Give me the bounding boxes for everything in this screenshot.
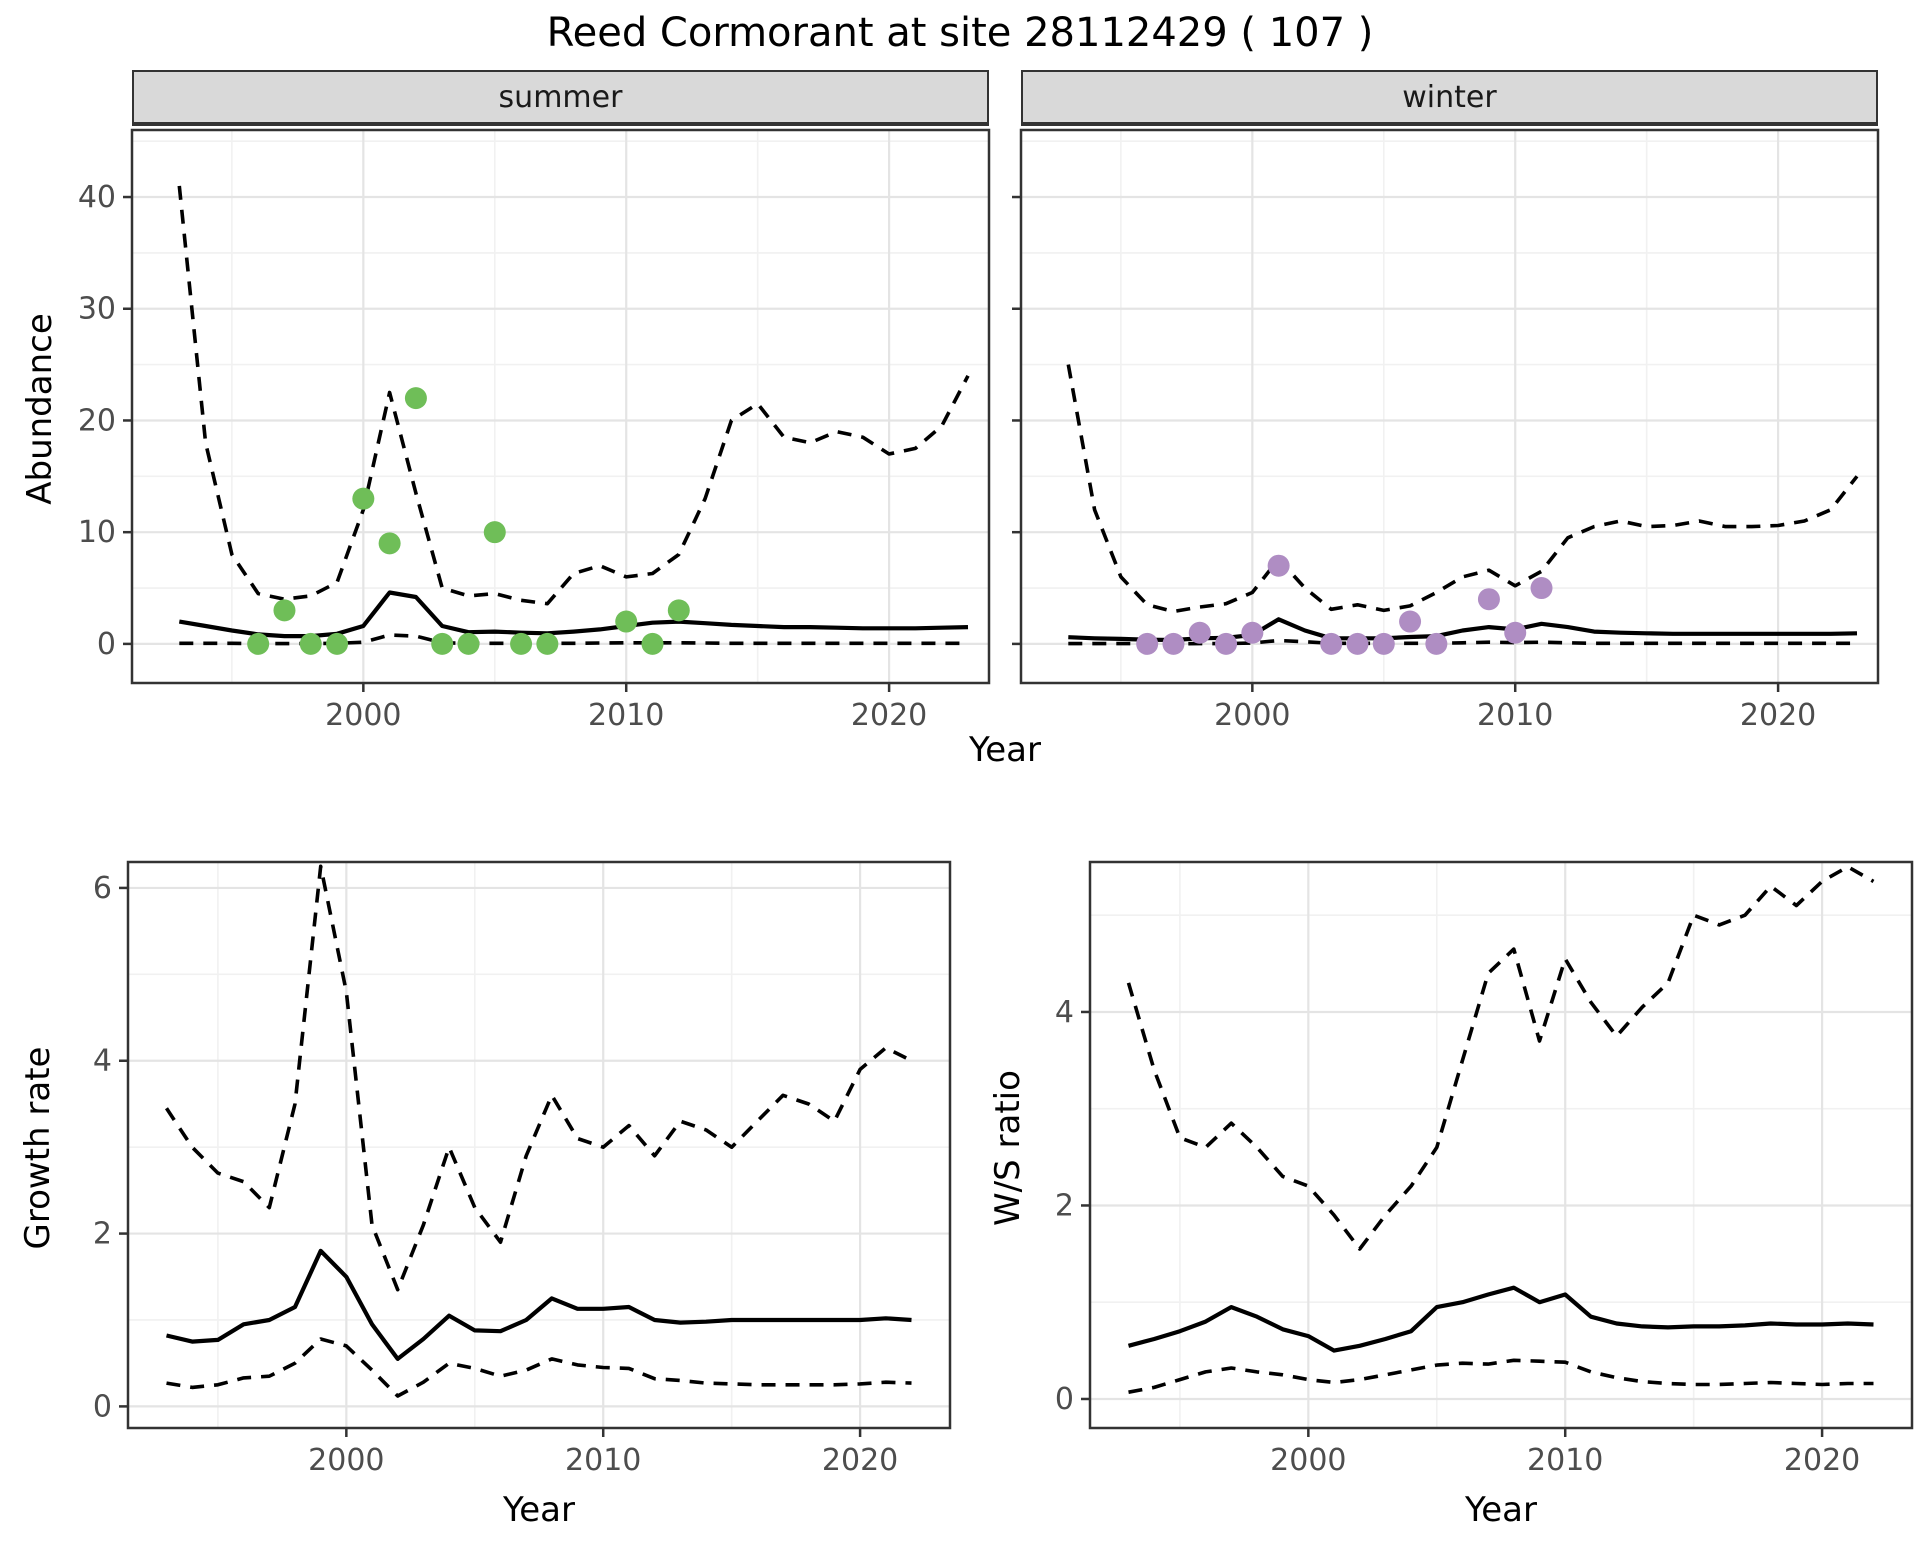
ws-year-axis-title: Year (1465, 1490, 1537, 1530)
svg-text:2000: 2000 (325, 698, 401, 733)
svg-text:2: 2 (93, 1217, 112, 1252)
abundance-axis-title: Abundance (20, 313, 60, 505)
ws-ratio-panel: 2000 2010 2020 0 2 4 (1055, 860, 1914, 1478)
ws-ratio-axis-title: W/S ratio (988, 1070, 1028, 1226)
svg-text:2010: 2010 (1527, 1443, 1603, 1478)
svg-text:2010: 2010 (588, 698, 664, 733)
svg-text:2020: 2020 (851, 698, 927, 733)
facet-strip-winter: winter (1021, 70, 1878, 126)
svg-text:0: 0 (93, 1389, 112, 1424)
facet-strip-winter-label: winter (1402, 79, 1497, 115)
abundance-winter-panel: 2000 2010 2020 (1012, 128, 1880, 733)
svg-text:2020: 2020 (822, 1443, 898, 1478)
abundance-summer-panel: 2000 2010 2020 0 10 20 30 40 (78, 128, 991, 733)
chart-title: Reed Cormorant at site 28112429 ( 107 ) (546, 10, 1374, 56)
svg-text:2010: 2010 (565, 1443, 641, 1478)
svg-text:6: 6 (93, 871, 112, 906)
svg-text:4: 4 (1055, 995, 1074, 1030)
svg-text:0: 0 (97, 627, 116, 662)
facet-strip-summer: summer (132, 70, 989, 126)
svg-text:2000: 2000 (1214, 698, 1290, 733)
svg-text:30: 30 (78, 292, 116, 327)
growth-rate-axis-title: Growth rate (18, 1046, 58, 1250)
growth-rate-panel: 2000 2010 2020 0 2 4 6 (93, 860, 952, 1478)
svg-text:2020: 2020 (1784, 1443, 1860, 1478)
svg-text:2000: 2000 (308, 1443, 384, 1478)
facet-strip-summer-label: summer (498, 79, 623, 115)
svg-text:20: 20 (78, 403, 116, 438)
svg-text:2020: 2020 (1740, 698, 1816, 733)
svg-text:2: 2 (1055, 1188, 1074, 1223)
svg-text:2000: 2000 (1270, 1443, 1346, 1478)
svg-text:40: 40 (78, 180, 116, 215)
svg-text:10: 10 (78, 515, 116, 550)
growth-year-axis-title: Year (503, 1490, 575, 1530)
top-year-axis-title: Year (969, 730, 1041, 770)
svg-text:0: 0 (1055, 1382, 1074, 1417)
svg-text:4: 4 (93, 1044, 112, 1079)
svg-text:2010: 2010 (1477, 698, 1553, 733)
